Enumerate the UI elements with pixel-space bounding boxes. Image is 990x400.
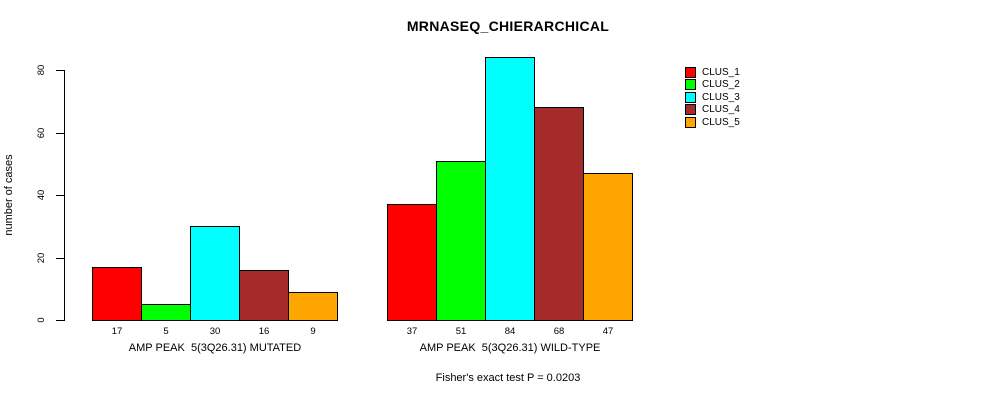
bar-clus_4-mutated	[239, 270, 289, 321]
legend-label: CLUS_1	[702, 66, 740, 78]
y-tick-label: 80	[36, 64, 47, 76]
x-group-label: AMP PEAK 5(3Q26.31) WILD-TYPE	[419, 342, 601, 354]
y-tick-label: 40	[36, 189, 47, 201]
bar-clus_4-wild-type	[534, 107, 584, 321]
legend-swatch	[685, 91, 696, 103]
legend-label: CLUS_5	[702, 116, 740, 128]
y-axis-tick	[56, 70, 64, 71]
fisher-test-annotation: Fisher's exact test P = 0.0203	[435, 372, 581, 384]
legend-swatch	[685, 116, 696, 128]
bar-value-label: 84	[504, 326, 516, 337]
legend-item: CLUS_1	[685, 66, 740, 79]
bar-clus_1-mutated	[92, 267, 142, 321]
y-tick-label: 20	[36, 252, 47, 264]
bar-clus_5-mutated	[288, 292, 338, 321]
y-axis-line	[64, 70, 65, 321]
bar-value-label: 5	[163, 326, 169, 337]
legend-item: CLUS_2	[685, 79, 740, 92]
y-tick-label: 60	[36, 127, 47, 139]
legend-label: CLUS_3	[702, 91, 740, 103]
bar-value-label: 17	[111, 326, 123, 337]
y-tick-label: 0	[36, 317, 47, 323]
bar-value-label: 47	[602, 326, 614, 337]
legend-item: CLUS_3	[685, 91, 740, 104]
bar-value-label: 68	[553, 326, 565, 337]
y-axis-tick	[56, 258, 64, 259]
bar-value-label: 9	[310, 326, 316, 337]
legend-swatch	[685, 104, 696, 116]
y-axis-tick	[56, 195, 64, 196]
legend: CLUS_1 CLUS_2 CLUS_3 CLUS_4 CLUS_5	[685, 66, 740, 129]
bar-clus_2-wild-type	[436, 161, 486, 321]
bar-clus_2-mutated	[141, 304, 191, 321]
legend-label: CLUS_4	[702, 104, 740, 116]
legend-swatch	[685, 79, 696, 91]
bar-value-label: 16	[258, 326, 270, 337]
bar-value-label: 30	[209, 326, 221, 337]
y-axis-title: number of cases	[3, 154, 15, 236]
legend-swatch	[685, 66, 696, 78]
bar-value-label: 37	[406, 326, 418, 337]
bar-clus_5-wild-type	[583, 173, 633, 321]
bar-clus_3-wild-type	[485, 57, 535, 321]
legend-item: CLUS_4	[685, 104, 740, 117]
y-axis-tick	[56, 133, 64, 134]
chart-title: MRNASEQ_CHIERARCHICAL	[406, 18, 610, 34]
y-axis-tick	[56, 320, 64, 321]
bar-value-label: 51	[455, 326, 467, 337]
bar-clus_1-wild-type	[387, 204, 437, 321]
x-group-label: AMP PEAK 5(3Q26.31) MUTATED	[128, 342, 302, 354]
bar-clus_3-mutated	[190, 226, 240, 321]
legend-label: CLUS_2	[702, 79, 740, 91]
legend-item: CLUS_5	[685, 116, 740, 129]
